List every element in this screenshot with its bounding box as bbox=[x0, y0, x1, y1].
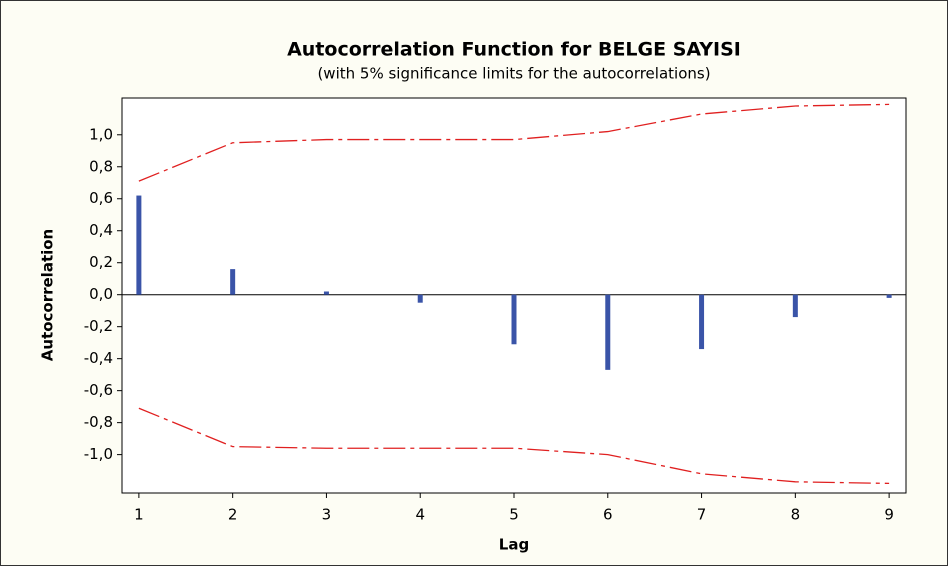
y-tick-label: 0,8 bbox=[89, 157, 113, 175]
y-tick-label: 0,6 bbox=[89, 189, 113, 207]
y-tick-label: -0,2 bbox=[84, 317, 113, 335]
y-tick-label: -0,8 bbox=[84, 413, 113, 431]
chart-subtitle: (with 5% significance limits for the aut… bbox=[317, 65, 710, 83]
y-tick-label: -1,0 bbox=[84, 445, 113, 463]
acf-bar bbox=[605, 294, 611, 370]
x-tick-label: 5 bbox=[509, 506, 519, 524]
acf-bar bbox=[323, 291, 329, 295]
acf-bar bbox=[886, 294, 892, 298]
acf-bar bbox=[230, 269, 236, 295]
x-tick-label: 7 bbox=[697, 506, 707, 524]
acf-bar bbox=[792, 294, 798, 318]
x-tick-label: 8 bbox=[791, 506, 801, 524]
y-axis-label: Autocorrelation bbox=[39, 229, 57, 362]
y-tick-label: 0,4 bbox=[89, 221, 113, 239]
acf-bar bbox=[699, 294, 705, 350]
x-tick-label: 4 bbox=[415, 506, 425, 524]
y-tick-label: -0,4 bbox=[84, 349, 113, 367]
acf-bar bbox=[511, 294, 517, 345]
y-tick-label: -0,6 bbox=[84, 381, 113, 399]
x-tick-label: 6 bbox=[603, 506, 613, 524]
acf-bar bbox=[136, 195, 142, 295]
x-axis-label: Lag bbox=[499, 536, 529, 554]
acf-bar bbox=[417, 294, 423, 303]
chart-title: Autocorrelation Function for BELGE SAYIS… bbox=[287, 39, 741, 61]
x-tick-label: 9 bbox=[884, 506, 894, 524]
x-tick-label: 2 bbox=[228, 506, 238, 524]
y-tick-label: 0,0 bbox=[89, 285, 113, 303]
y-tick-label: 1,0 bbox=[89, 125, 113, 143]
y-tick-label: 0,2 bbox=[89, 253, 113, 271]
x-tick-label: 1 bbox=[134, 506, 144, 524]
x-tick-label: 3 bbox=[322, 506, 332, 524]
